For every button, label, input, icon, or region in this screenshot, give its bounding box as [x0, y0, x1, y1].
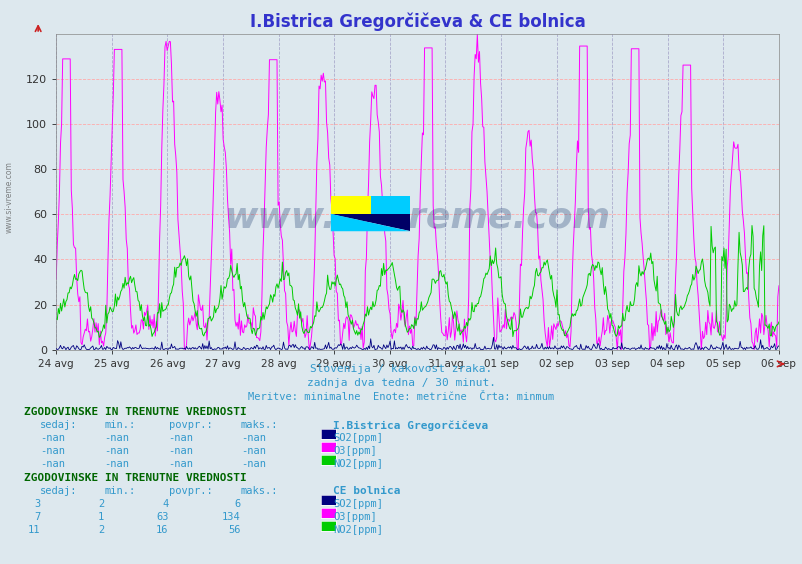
Text: ZGODOVINSKE IN TRENUTNE VREDNOSTI: ZGODOVINSKE IN TRENUTNE VREDNOSTI — [24, 473, 246, 483]
Text: -nan: -nan — [241, 446, 265, 456]
Text: min.:: min.: — [104, 486, 136, 496]
Text: ZGODOVINSKE IN TRENUTNE VREDNOSTI: ZGODOVINSKE IN TRENUTNE VREDNOSTI — [24, 407, 246, 417]
Text: Meritve: minimalne  Enote: metrične  Črta: minmum: Meritve: minimalne Enote: metrične Črta:… — [248, 392, 554, 402]
Text: -nan: -nan — [104, 459, 129, 469]
Text: povpr.:: povpr.: — [168, 420, 212, 430]
Text: www.si-vreme.com: www.si-vreme.com — [225, 200, 610, 234]
Bar — [370, 196, 410, 214]
Text: -nan: -nan — [168, 446, 193, 456]
Text: 2: 2 — [98, 525, 104, 535]
Text: 4: 4 — [162, 499, 168, 509]
Text: -nan: -nan — [168, 459, 193, 469]
Polygon shape — [330, 214, 410, 231]
Text: 2: 2 — [98, 499, 104, 509]
Text: O3[ppm]: O3[ppm] — [333, 446, 376, 456]
Text: SO2[ppm]: SO2[ppm] — [333, 433, 383, 443]
Text: 3: 3 — [34, 499, 40, 509]
Text: sedaj:: sedaj: — [40, 486, 78, 496]
Text: sedaj:: sedaj: — [40, 420, 78, 430]
Text: I.Bistrica Gregorčičeva: I.Bistrica Gregorčičeva — [333, 420, 488, 431]
Text: -nan: -nan — [241, 459, 265, 469]
Text: NO2[ppm]: NO2[ppm] — [333, 525, 383, 535]
Text: 11: 11 — [27, 525, 40, 535]
Text: zadnja dva tedna / 30 minut.: zadnja dva tedna / 30 minut. — [306, 378, 496, 388]
Text: -nan: -nan — [104, 446, 129, 456]
Text: min.:: min.: — [104, 420, 136, 430]
Text: 1: 1 — [98, 512, 104, 522]
Text: Slovenija / kakovost zraka.: Slovenija / kakovost zraka. — [310, 364, 492, 374]
Text: O3[ppm]: O3[ppm] — [333, 512, 376, 522]
Text: CE bolnica: CE bolnica — [333, 486, 400, 496]
Polygon shape — [330, 214, 410, 231]
Text: povpr.:: povpr.: — [168, 486, 212, 496]
Text: 7: 7 — [34, 512, 40, 522]
Text: maks.:: maks.: — [241, 420, 278, 430]
Text: -nan: -nan — [40, 459, 65, 469]
Text: NO2[ppm]: NO2[ppm] — [333, 459, 383, 469]
Text: 16: 16 — [156, 525, 168, 535]
Text: SO2[ppm]: SO2[ppm] — [333, 499, 383, 509]
Text: -nan: -nan — [168, 433, 193, 443]
Title: I.Bistrica Gregorčičeva & CE bolnica: I.Bistrica Gregorčičeva & CE bolnica — [249, 12, 585, 31]
Text: www.si-vreme.com: www.si-vreme.com — [5, 161, 14, 233]
Text: -nan: -nan — [104, 433, 129, 443]
Text: 56: 56 — [228, 525, 241, 535]
Text: -nan: -nan — [40, 433, 65, 443]
Text: 134: 134 — [222, 512, 241, 522]
Text: 6: 6 — [234, 499, 241, 509]
Text: -nan: -nan — [40, 446, 65, 456]
Text: -nan: -nan — [241, 433, 265, 443]
Text: 63: 63 — [156, 512, 168, 522]
Bar — [330, 196, 370, 214]
Text: maks.:: maks.: — [241, 486, 278, 496]
